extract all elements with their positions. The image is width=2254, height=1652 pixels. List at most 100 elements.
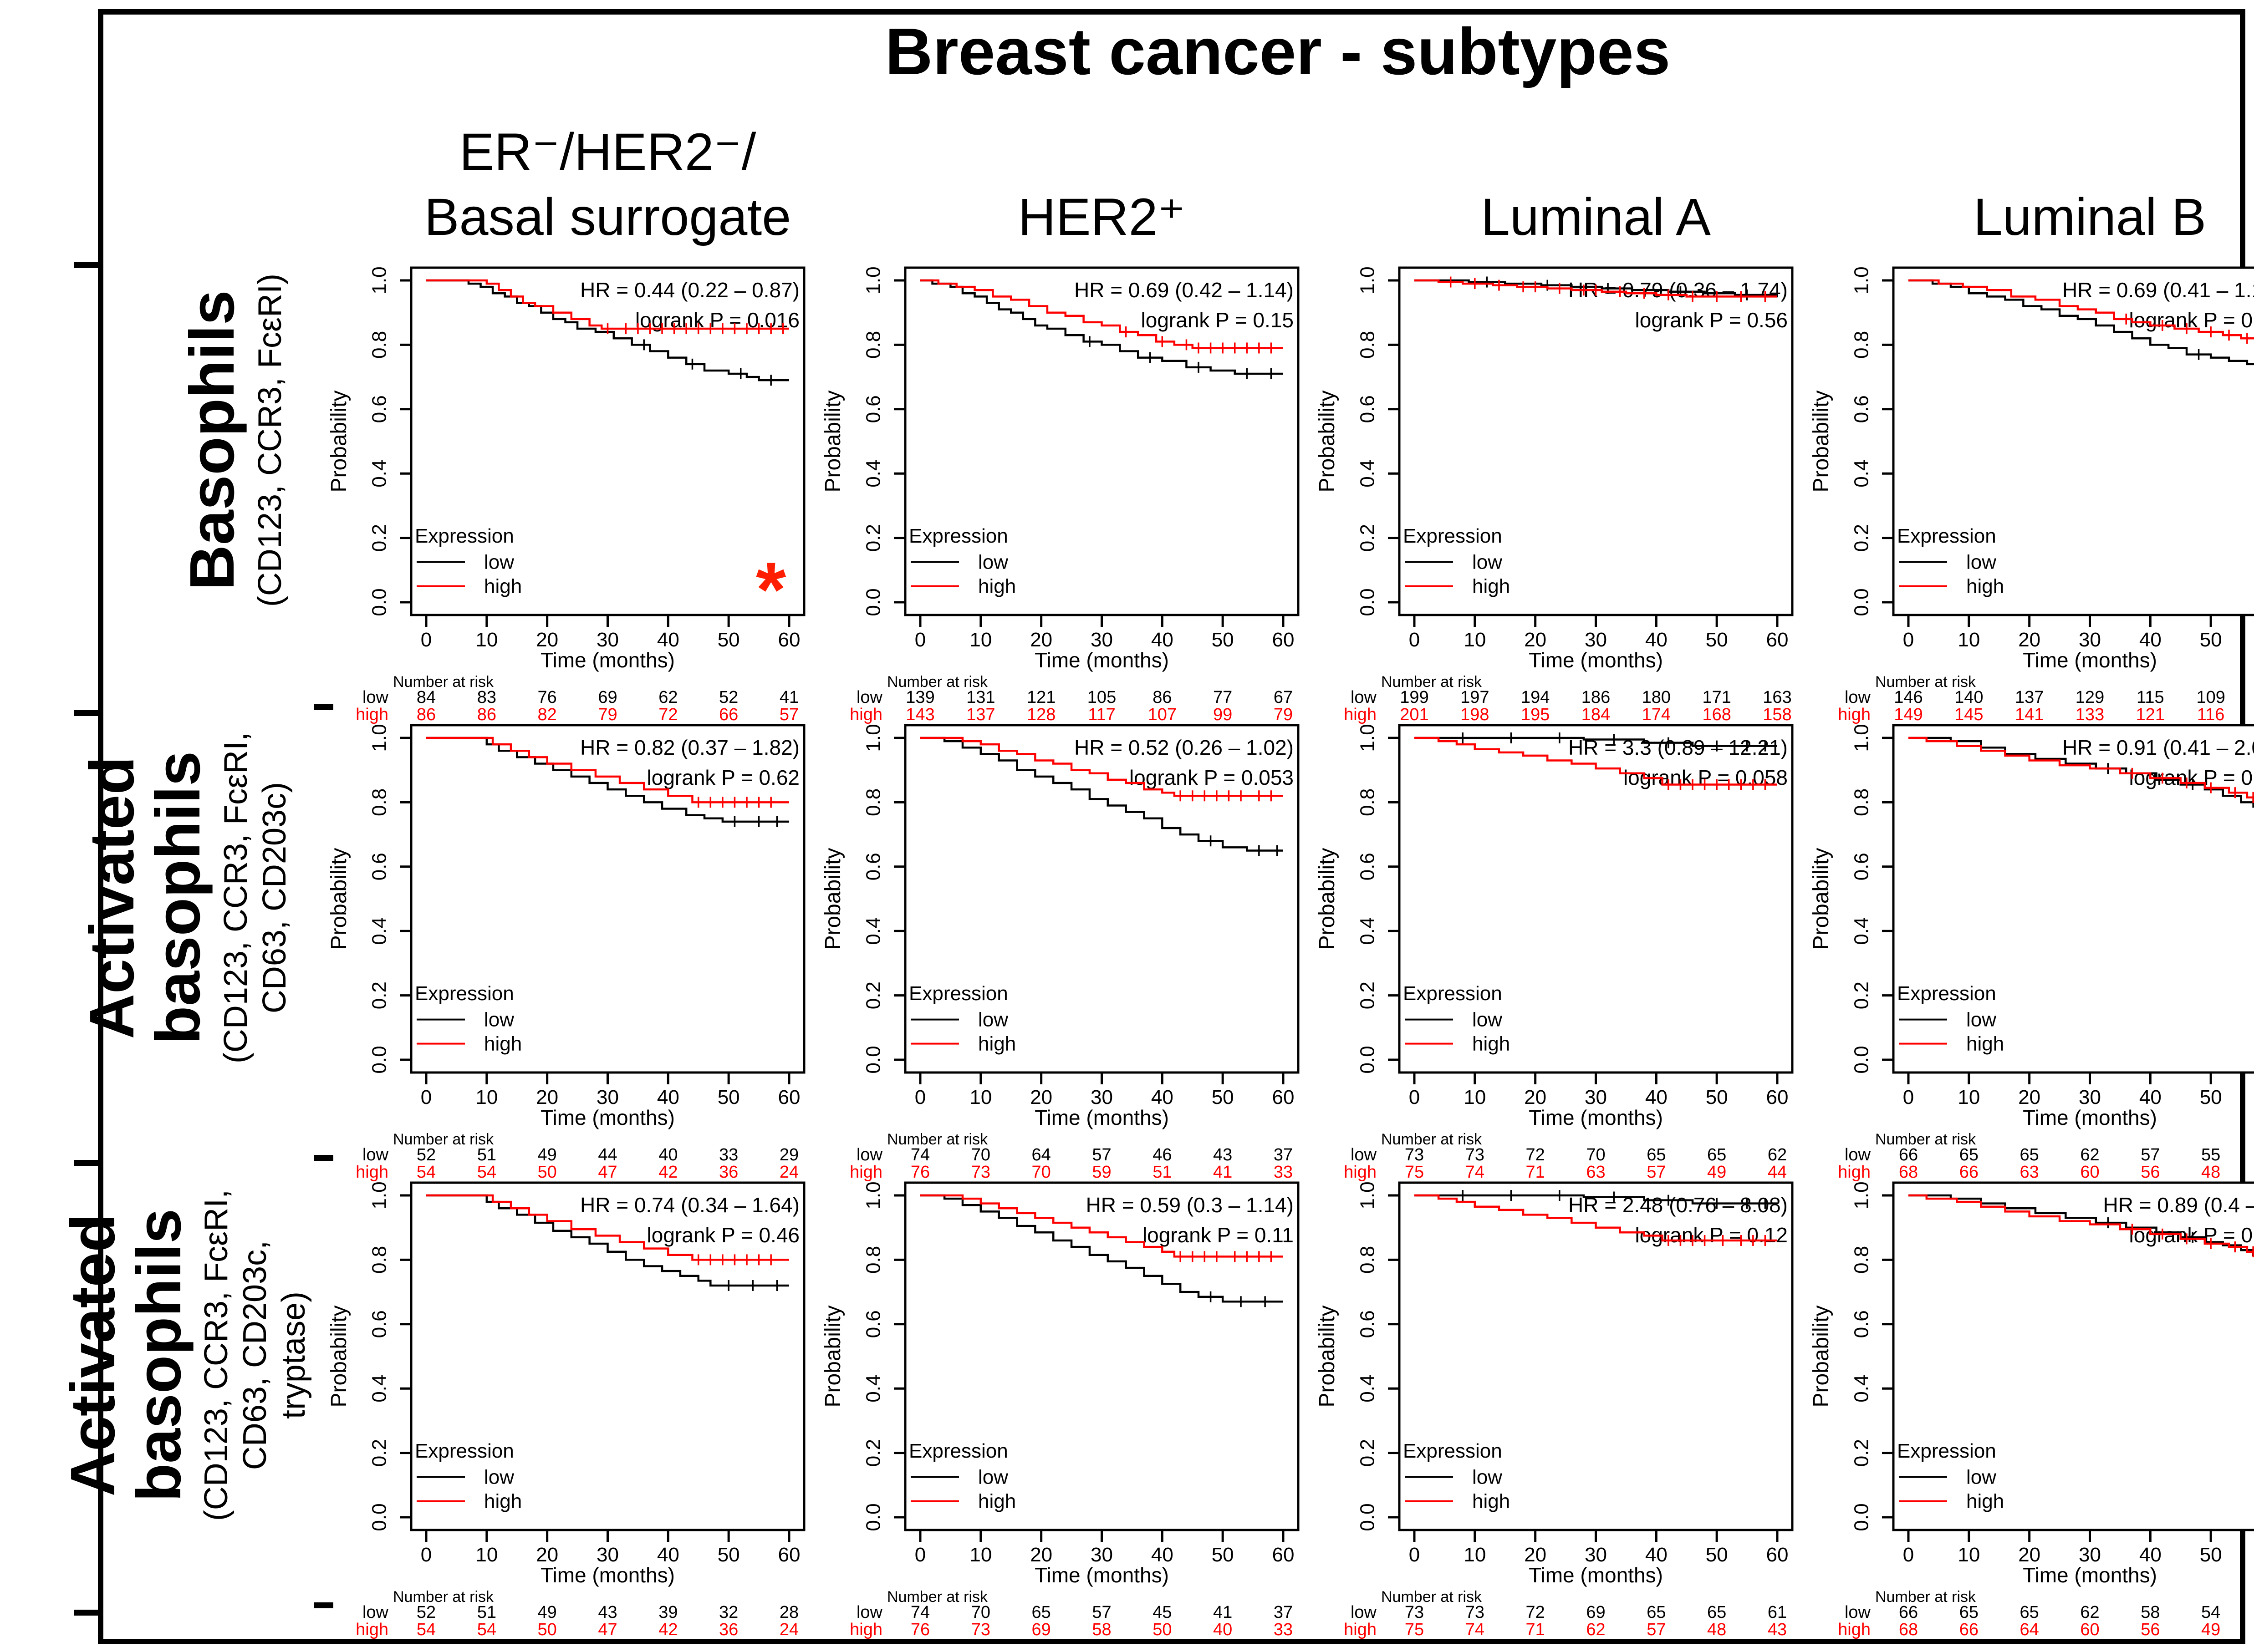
y-tick-label: 0.2 (368, 524, 391, 552)
km-panel-r0c0: 0.0 0.2 0.4 0.6 0.8 1.0 Probability 0 10 20 30 40 50… (327, 266, 812, 724)
legend-high-label: high (484, 1033, 522, 1055)
risk-value: 198 (1460, 705, 1489, 724)
risk-value: 68 (1898, 1620, 1918, 1639)
curve-high (1908, 279, 2254, 340)
risk-value: 65 (2019, 1145, 2039, 1164)
risk-row-label-low: low (1350, 1603, 1377, 1622)
risk-row-label-low: low (856, 688, 882, 707)
y-tick-label: 0.8 (1851, 788, 1873, 816)
risk-value: 86 (416, 705, 436, 724)
risk-value: 73 (1404, 1603, 1424, 1622)
risk-table-header: Number at risk (1875, 673, 1976, 691)
row-divider-tick (314, 704, 333, 710)
risk-value: 70 (971, 1603, 990, 1622)
y-tick-label: 0.8 (1356, 788, 1379, 816)
x-tick-label: 30 (2079, 1544, 2101, 1566)
legend-low-label: low (1966, 1466, 1996, 1489)
y-tick-label: 0.8 (368, 1246, 391, 1274)
y-tick-label: 0.0 (1356, 1046, 1379, 1073)
x-tick-label: 10 (969, 629, 992, 651)
risk-value: 41 (1213, 1163, 1233, 1182)
risk-value: 24 (779, 1163, 799, 1182)
x-tick-label: 30 (1091, 1544, 1113, 1566)
risk-value: 186 (1581, 688, 1611, 707)
risk-value: 54 (477, 1620, 496, 1639)
y-tick-label: 0.6 (862, 1310, 885, 1338)
risk-table-header: Number at risk (887, 673, 988, 691)
legend-high-label: high (1966, 1033, 2004, 1055)
curve-low (1414, 1194, 1777, 1205)
y-axis-label: Probability (1315, 390, 1339, 492)
x-tick-label: 10 (475, 629, 498, 651)
risk-value: 70 (1031, 1163, 1051, 1182)
frame-tick (74, 262, 98, 268)
x-tick-label: 0 (1903, 1086, 1914, 1108)
risk-value: 117 (1088, 705, 1116, 724)
risk-value: 74 (1465, 1620, 1484, 1639)
risk-value: 86 (477, 705, 496, 724)
curve-low (1908, 279, 2254, 366)
curve-low (920, 1194, 1283, 1303)
risk-value: 63 (2019, 1163, 2039, 1182)
y-tick-label: 0.6 (1851, 853, 1873, 880)
risk-value: 86 (1152, 688, 1172, 707)
risk-row-label-high: high (356, 705, 388, 724)
y-tick-label: 0.2 (862, 1439, 885, 1467)
risk-value: 146 (1894, 688, 1923, 707)
risk-value: 66 (1959, 1163, 1979, 1182)
x-tick-label: 20 (2018, 629, 2040, 651)
risk-value: 50 (1152, 1620, 1172, 1639)
km-plot: 0.0 0.2 0.4 0.6 0.8 1.0 Probability 0 10 20 30 40 50… (1315, 266, 1794, 651)
x-axis-label: Time (months) (2023, 648, 2157, 672)
y-tick-label: 1.0 (1851, 1181, 1873, 1209)
risk-value: 145 (1954, 705, 1984, 724)
row-markers: (CD123, CCR3, FcεRI, CD63, CD203c, trypt… (198, 1189, 312, 1521)
risk-row-label-low: low (1350, 688, 1377, 707)
y-tick-label: 0.0 (862, 1046, 885, 1073)
risk-value: 65 (1959, 1145, 1979, 1164)
risk-row-label-low: low (856, 1145, 882, 1164)
km-panel-r2c3: 0.0 0.2 0.4 0.6 0.8 1.0 Probability 0 10 20 30 40 50… (1809, 1181, 2254, 1639)
y-tick-label: 0.4 (368, 460, 391, 488)
logrank-label: logrank P = 0.15 (1141, 308, 1294, 332)
curve-low (1414, 279, 1777, 296)
risk-row-label-high: high (1838, 1620, 1871, 1639)
risk-value: 36 (719, 1620, 739, 1639)
logrank-label: logrank P = 0.62 (647, 766, 800, 789)
risk-value: 139 (906, 688, 935, 707)
risk-value: 37 (1273, 1603, 1293, 1622)
risk-value: 54 (477, 1163, 496, 1182)
km-plot: 0.0 0.2 0.4 0.6 0.8 1.0 Probability 0 10 20 30 40 50… (1809, 1181, 2254, 1566)
risk-value: 59 (1092, 1163, 1112, 1182)
legend-low-label: low (1472, 1009, 1502, 1031)
y-tick-label: 1.0 (862, 724, 885, 752)
logrank-label: logrank P = 0.81 (2129, 766, 2254, 789)
x-tick-label: 30 (1091, 629, 1113, 651)
risk-value: 24 (779, 1620, 799, 1639)
risk-row-low: low 74 70 65 57 45 41 37 (821, 1603, 1306, 1622)
logrank-label: logrank P = 0.56 (1635, 308, 1788, 332)
risk-value: 72 (1525, 1145, 1545, 1164)
x-tick-label: 0 (915, 629, 926, 651)
y-tick-label: 0.2 (1851, 524, 1873, 552)
risk-value: 62 (658, 688, 678, 707)
x-tick-label: 10 (475, 1086, 498, 1108)
x-tick-label: 10 (475, 1544, 498, 1566)
risk-value: 44 (598, 1145, 617, 1164)
legend-low-label: low (484, 551, 514, 574)
x-axis-label: Time (months) (1529, 648, 1663, 672)
y-tick-label: 0.2 (862, 981, 885, 1009)
risk-value: 137 (2014, 688, 2044, 707)
logrank-label: logrank P = 0.46 (647, 1223, 800, 1247)
curve-low (920, 279, 1283, 375)
risk-value: 49 (537, 1603, 557, 1622)
risk-value: 50 (537, 1163, 557, 1182)
risk-row-label-high: high (1344, 705, 1377, 724)
risk-value: 41 (1213, 1603, 1233, 1622)
risk-value: 54 (2201, 1603, 2221, 1622)
legend-high-label: high (1472, 1033, 1510, 1055)
y-tick-label: 0.8 (862, 331, 885, 359)
risk-value: 58 (1092, 1620, 1112, 1639)
x-axis-label: Time (months) (2023, 1106, 2157, 1129)
risk-value: 194 (1520, 688, 1550, 707)
